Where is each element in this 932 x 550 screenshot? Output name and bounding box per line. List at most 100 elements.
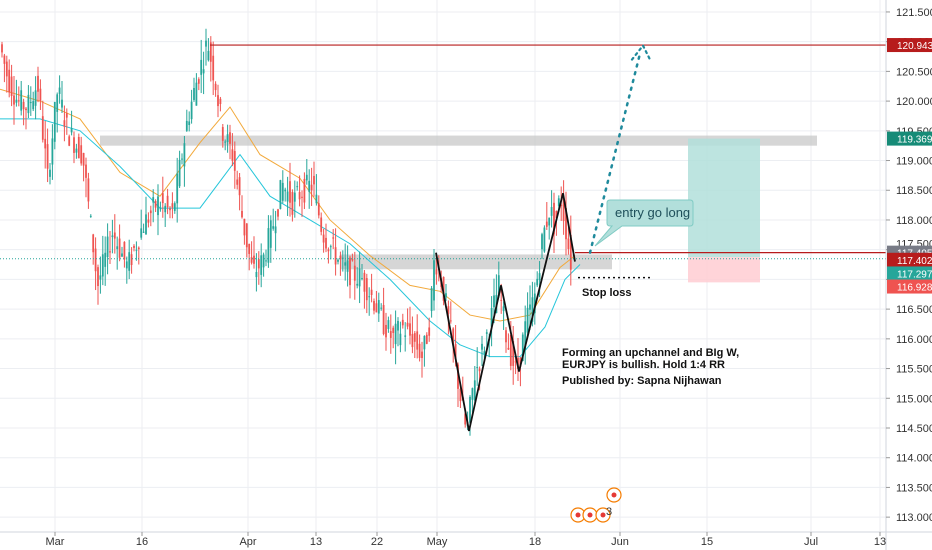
y-tick-label: 118.000 [896, 215, 932, 227]
candle-body [332, 237, 335, 239]
candle-body [267, 228, 270, 263]
candle-body [296, 186, 299, 188]
candle-body [231, 149, 234, 161]
candle-body [505, 330, 507, 343]
candle-body [512, 341, 515, 366]
candle-body [77, 136, 80, 159]
candle-body [142, 231, 145, 233]
candle-body [502, 306, 505, 312]
candle-body [284, 189, 287, 192]
candle-body [406, 322, 409, 327]
candle-body [236, 179, 239, 185]
candle-body [200, 59, 203, 75]
candle-body [421, 351, 423, 359]
candle-body [101, 254, 104, 277]
candle-body [92, 234, 95, 253]
candle-body [428, 327, 431, 336]
candle-body [125, 261, 128, 269]
candle-body [248, 243, 251, 254]
candle-body [358, 268, 361, 287]
candle-body [241, 210, 243, 218]
candle-body [15, 99, 18, 103]
price-tag-label: 120.943 [897, 41, 932, 52]
candle-body [188, 121, 191, 125]
candle-body [29, 102, 32, 104]
candle-body [68, 136, 71, 146]
candle-body [478, 368, 481, 372]
note-line-3: Published by: Sapna Nijhawan [562, 375, 722, 387]
candle-body [529, 304, 531, 310]
y-tick-label: 120.500 [896, 66, 932, 78]
y-tick-label: 113.500 [896, 482, 932, 494]
candle-body [49, 169, 51, 177]
candle-body [82, 152, 85, 166]
candle-body [286, 191, 289, 202]
candle-body [389, 331, 392, 338]
candle-body [351, 259, 354, 261]
candle-body [89, 215, 92, 217]
x-tick-label: 22 [371, 536, 383, 548]
candle-body [308, 180, 311, 192]
candle-body [10, 76, 13, 96]
x-tick-label: May [427, 536, 448, 548]
candle-body [75, 148, 78, 153]
candle-body [94, 248, 97, 272]
candle-body [548, 217, 551, 226]
x-axis-panel [0, 532, 886, 550]
candle-body [207, 50, 210, 61]
projection-arrow-head [630, 43, 653, 63]
candle-body [164, 205, 167, 213]
candle-body [399, 333, 402, 346]
candle-body [281, 182, 284, 201]
candle-body [27, 94, 30, 114]
y-tick-label: 120.000 [896, 96, 932, 108]
candle-body [262, 254, 265, 268]
candle-body [483, 351, 486, 354]
candle-body [454, 344, 457, 360]
candle-body [416, 331, 419, 350]
candle-body [567, 238, 570, 249]
candle-body [32, 101, 35, 110]
candle-body [555, 210, 558, 219]
target-zone-box [688, 138, 760, 258]
candle-body [44, 138, 47, 149]
candle-body [123, 241, 126, 260]
candle-body [63, 120, 66, 127]
candle-body [154, 201, 157, 208]
w-pattern-line [435, 193, 576, 432]
candle-body [37, 75, 39, 92]
candle-body [353, 265, 356, 281]
candle-body [106, 236, 109, 258]
candle-body [17, 100, 20, 102]
y-tick-label: 115.000 [896, 393, 932, 405]
candle-body [149, 210, 152, 214]
candle-body [197, 79, 200, 84]
candle-body [137, 247, 140, 250]
candle-body [80, 145, 83, 164]
candle-body [507, 347, 510, 350]
y-tick-label: 114.000 [896, 453, 932, 465]
callout-label: entry go long [615, 205, 690, 220]
candle-body [212, 55, 215, 81]
candle-body [214, 83, 217, 91]
candle-body [562, 196, 565, 222]
candle-body [423, 335, 426, 350]
candle-body [61, 99, 63, 108]
candle-body [8, 69, 11, 93]
candle-body [344, 262, 347, 266]
candle-body [541, 234, 543, 250]
candle-body [159, 208, 162, 210]
candle-body [58, 87, 61, 94]
candle-body [20, 90, 23, 111]
candle-body [73, 137, 75, 153]
candle-body [128, 252, 131, 271]
candle-body [303, 178, 306, 203]
candle-body [521, 334, 524, 361]
candle-body [404, 335, 407, 337]
candle-body [329, 246, 332, 248]
candle-body [394, 323, 397, 345]
event-badge-count: 3 [606, 506, 612, 518]
candle-body [25, 108, 27, 111]
candle-body [173, 203, 176, 211]
candle-body [545, 221, 548, 227]
